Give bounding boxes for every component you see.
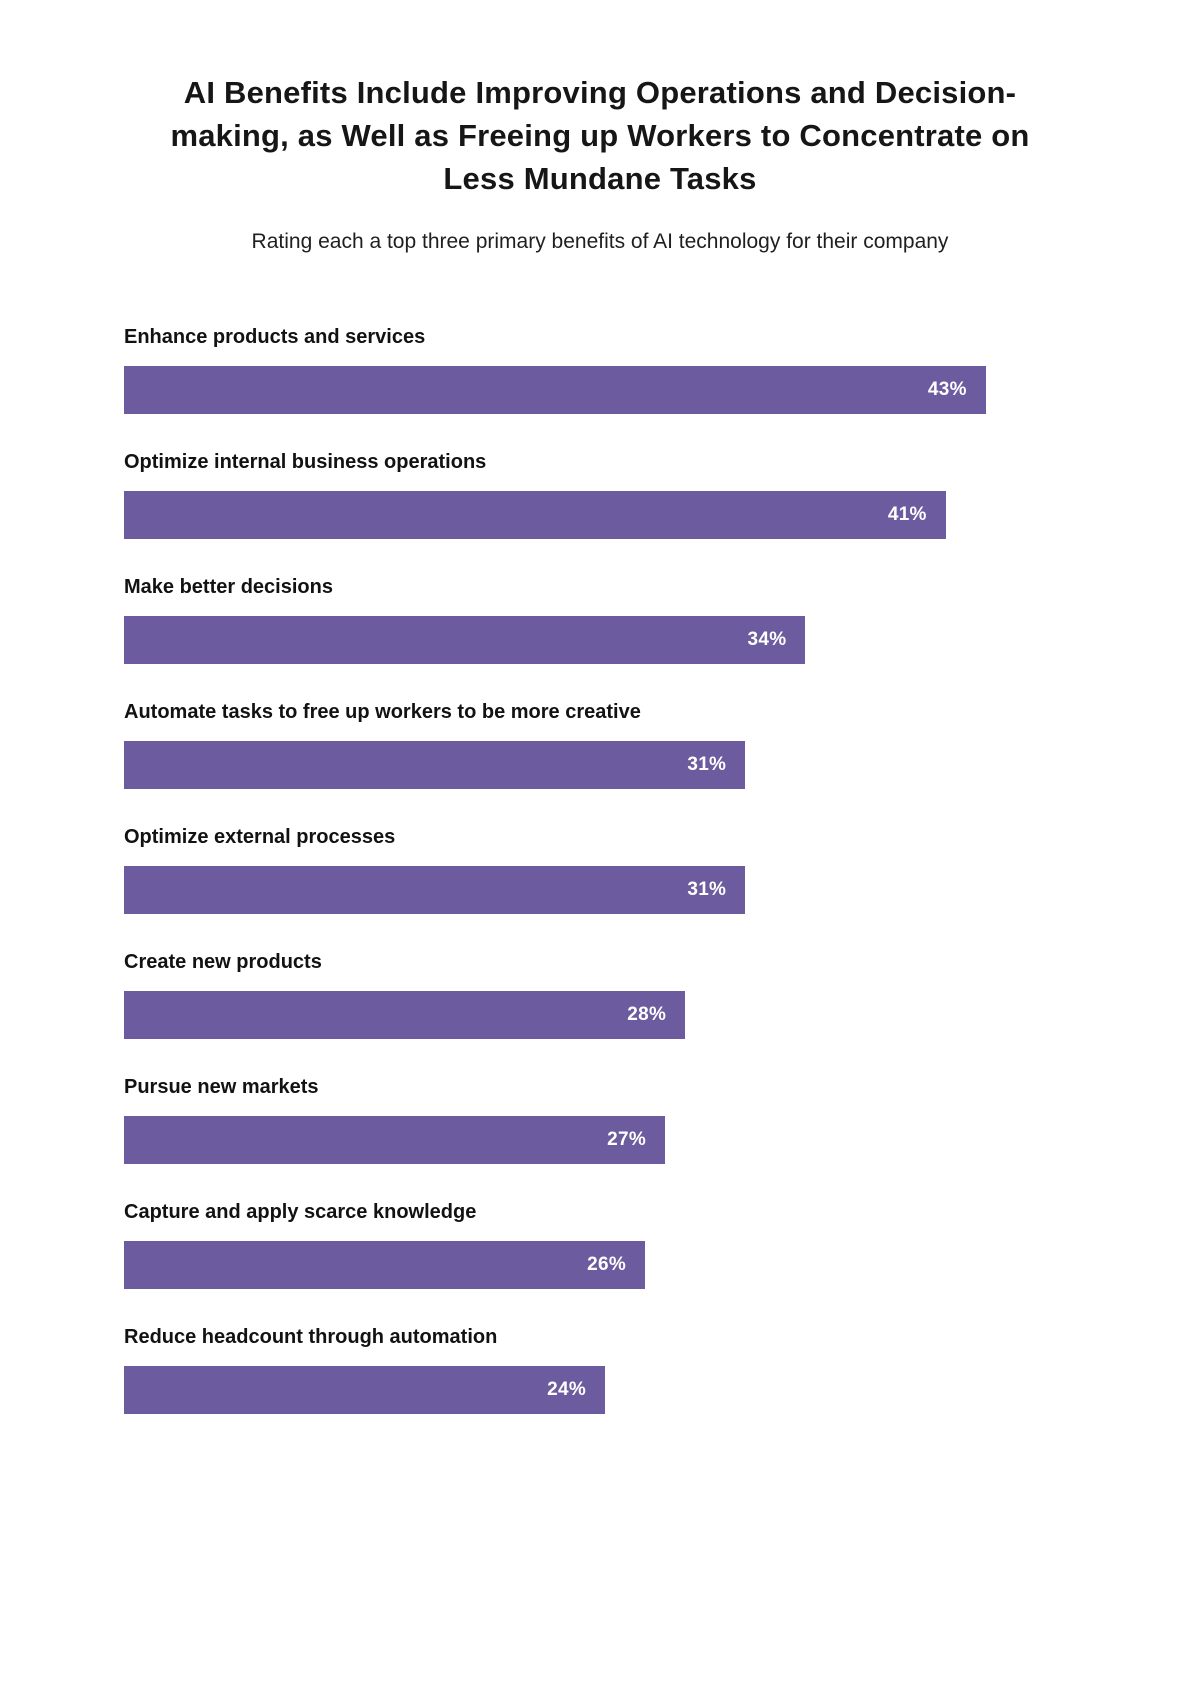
bar-label: Create new products (124, 951, 322, 974)
bar: 27% (124, 1116, 666, 1165)
bar-value-label: 28% (627, 1004, 667, 1026)
bar: 41% (124, 491, 946, 540)
bar-row: Automate tasks to free up workers to be … (124, 701, 1076, 790)
bar: 34% (124, 616, 806, 665)
bar-track: 27% (124, 1116, 1076, 1165)
bar-value-label: 43% (927, 379, 967, 401)
bar-value-label: 31% (687, 879, 727, 901)
bar: 28% (124, 991, 686, 1040)
chart-header: AI Benefits Include Improving Operations… (0, 72, 1200, 254)
bar-value-label: 41% (887, 504, 927, 526)
bar-row: Make better decisions 34% (124, 576, 1076, 665)
bar-track: 31% (124, 866, 1076, 915)
bar-value-label: 34% (747, 629, 787, 651)
bar-row: Enhance products and services 43% (124, 326, 1076, 415)
bar: 24% (124, 1366, 606, 1415)
bar-chart: Enhance products and services 43% Optimi… (0, 326, 1200, 1415)
bar-row: Capture and apply scarce knowledge 26% (124, 1201, 1076, 1290)
bar-track: 31% (124, 741, 1076, 790)
bar-row: Optimize external processes 31% (124, 826, 1076, 915)
bar-track: 26% (124, 1241, 1076, 1290)
bar: 43% (124, 366, 986, 415)
bar: 31% (124, 866, 746, 915)
bar-label: Capture and apply scarce knowledge (124, 1201, 477, 1224)
bar-track: 43% (124, 366, 1076, 415)
bar: 26% (124, 1241, 646, 1290)
bar-label: Make better decisions (124, 576, 333, 599)
bar-value-label: 24% (547, 1379, 587, 1401)
bar-track: 34% (124, 616, 1076, 665)
bar-row: Create new products 28% (124, 951, 1076, 1040)
bar-track: 41% (124, 491, 1076, 540)
bar-row: Reduce headcount through automation 24% (124, 1326, 1076, 1415)
bar-track: 28% (124, 991, 1076, 1040)
chart-title: AI Benefits Include Improving Operations… (170, 75, 1030, 196)
bar-row: Optimize internal business operations 41… (124, 451, 1076, 540)
bar: 31% (124, 741, 746, 790)
bar-value-label: 27% (607, 1129, 647, 1151)
bar-label: Reduce headcount through automation (124, 1326, 498, 1349)
bar-label: Optimize external processes (124, 826, 396, 849)
bar-label: Pursue new markets (124, 1076, 319, 1099)
bar-value-label: 26% (587, 1254, 627, 1276)
bar-row: Pursue new markets 27% (124, 1076, 1076, 1165)
bar-label: Optimize internal business operations (124, 451, 487, 474)
bar-value-label: 31% (687, 754, 727, 776)
bar-track: 24% (124, 1366, 1076, 1415)
bar-label: Enhance products and services (124, 326, 426, 349)
bar-label: Automate tasks to free up workers to be … (124, 701, 641, 724)
chart-subtitle: Rating each a top three primary benefits… (251, 230, 949, 254)
